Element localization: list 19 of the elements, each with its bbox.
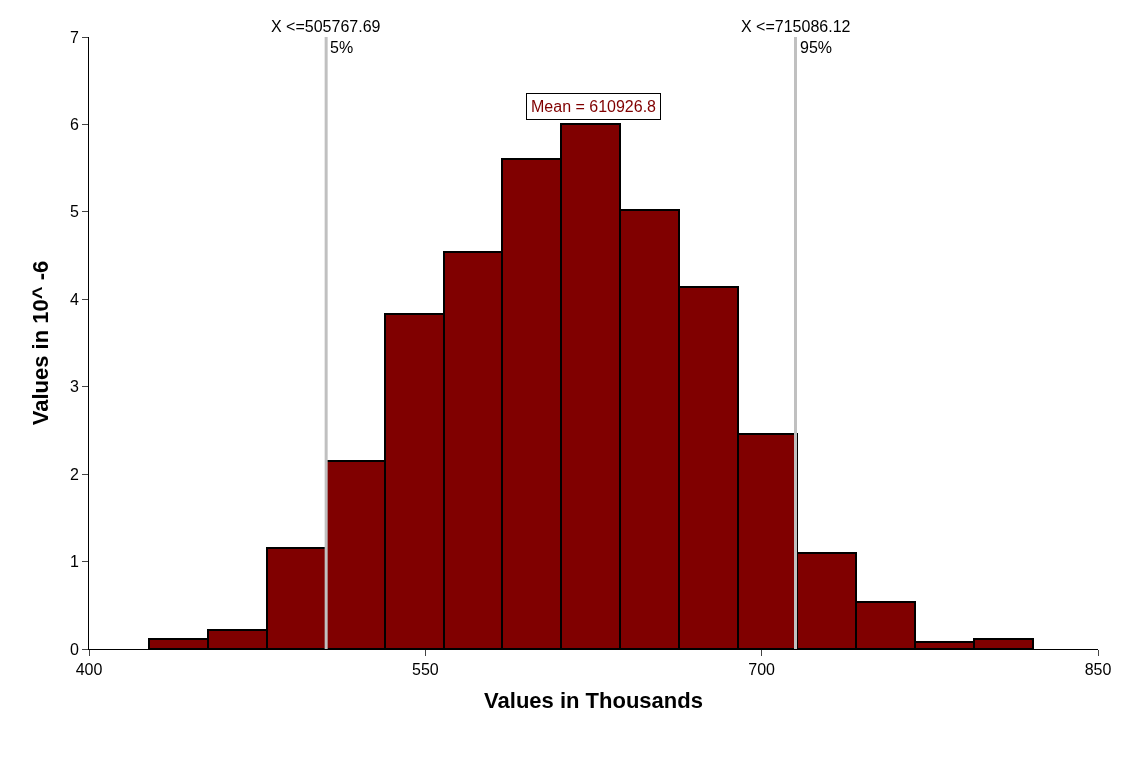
y-axis-title: Values in 10^ -6 [27, 260, 53, 426]
text: X <=505767.69 [271, 18, 381, 35]
y-tick-label: 4 [69, 290, 79, 308]
text: X <=715086.12 [741, 18, 851, 35]
x-tick-label: 400 [75, 661, 103, 679]
y-tick-label: 1 [69, 553, 79, 571]
x-tick-label: 550 [411, 661, 439, 679]
y-tick-label: 0 [69, 640, 79, 658]
y-tick-label: 3 [69, 378, 79, 396]
x-axis-title: Values in Thousands [484, 688, 703, 714]
annotation: 95% [800, 39, 833, 56]
annotation: 5% [330, 39, 354, 56]
x-tick-label: 850 [1084, 661, 1112, 679]
y-tick-label: 5 [69, 203, 79, 221]
annotation: Mean = 610926.8 [531, 98, 657, 115]
y-tick-label: 7 [69, 28, 79, 46]
x-tick-label: 700 [748, 661, 776, 679]
y-tick-label: 6 [69, 116, 79, 134]
y-tick-label: 2 [69, 465, 79, 483]
